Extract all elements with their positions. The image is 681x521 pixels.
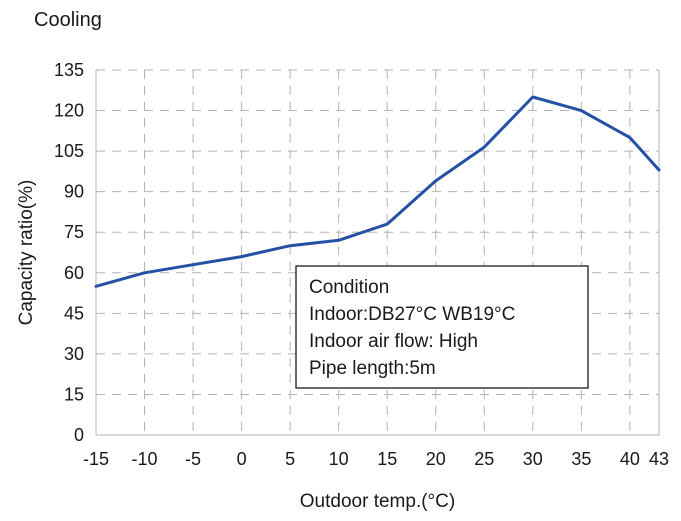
x-tick-label: 15 [377,449,397,469]
x-tick-label: 10 [329,449,349,469]
x-tick-label: 43 [649,449,669,469]
x-tick-label: 20 [426,449,446,469]
y-tick-label: 105 [54,141,84,161]
annotation-line: Pipe length:5m [309,358,436,379]
x-tick-label: 40 [620,449,640,469]
y-tick-label: 30 [64,344,84,364]
annotation-line: Indoor:DB27°C WB19°C [309,304,515,325]
x-axis-title: Outdoor temp.(°C) [300,491,455,512]
x-tick-label: -15 [83,449,109,469]
condition-annotation: Condition Indoor:DB27°C WB19°C Indoor air … [296,266,588,388]
y-tick-label: 45 [64,303,84,323]
y-axis-ticks: 0 15 30 45 60 75 90 105 120 135 [54,60,84,445]
y-tick-label: 75 [64,222,84,242]
x-tick-label: 0 [237,449,247,469]
x-tick-label: 25 [474,449,494,469]
x-tick-label: -5 [185,449,201,469]
chart-title: Cooling [34,9,102,31]
x-axis-ticks: -15 -10 -5 0 5 10 15 20 25 30 35 40 43 [83,449,669,469]
y-tick-label: 15 [64,384,84,404]
x-tick-label: 35 [571,449,591,469]
y-tick-label: 60 [64,263,84,283]
y-tick-label: 120 [54,101,84,121]
x-tick-label: 30 [523,449,543,469]
y-axis-title: Capacity ratio(%) [16,180,37,326]
x-tick-label: -10 [132,449,158,469]
y-tick-label: 0 [74,425,84,445]
y-tick-label: 135 [54,60,84,80]
annotation-line: Condition [309,277,389,298]
y-tick-label: 90 [64,182,84,202]
x-tick-label: 5 [285,449,295,469]
annotation-line: Indoor air flow: High [309,331,478,352]
